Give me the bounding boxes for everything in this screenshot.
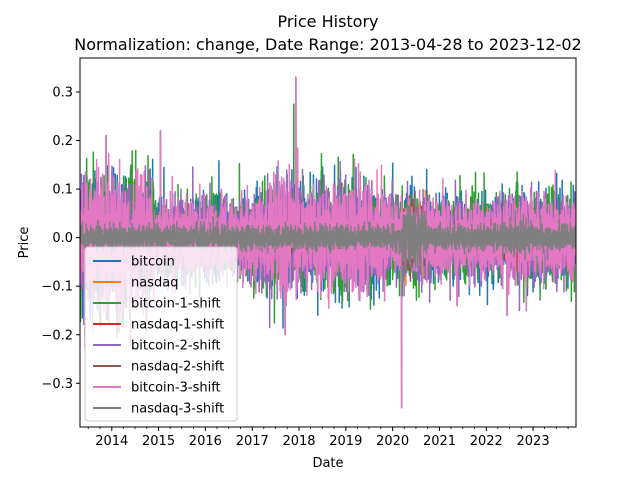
- x-tick-label: 2021: [423, 434, 456, 449]
- y-axis-label: Price: [17, 227, 32, 259]
- x-axis-label: Date: [312, 456, 343, 471]
- legend-box: [84, 246, 238, 422]
- legend-label: nasdaq-1-shift: [131, 318, 224, 333]
- y-axis: −0.3 −0.2 −0.1 0.0 0.1 0.2 0.3: [41, 85, 80, 392]
- y-tick-label: −0.2: [41, 328, 73, 343]
- legend-label: bitcoin-3-shift: [131, 381, 221, 396]
- chart-title: Price History: [277, 12, 378, 31]
- x-tick-label: 2022: [470, 434, 503, 449]
- x-tick-label: 2023: [517, 434, 550, 449]
- legend-label: nasdaq-2-shift: [131, 360, 224, 375]
- x-tick-label: 2017: [236, 434, 269, 449]
- legend-label: bitcoin-1-shift: [131, 297, 221, 312]
- legend-label: bitcoin: [131, 255, 175, 270]
- x-tick-label: 2020: [376, 434, 409, 449]
- x-tick-label: 2019: [329, 434, 362, 449]
- legend: bitcoin nasdaq bitcoin-1-shift nasdaq-1-shi…: [84, 246, 238, 422]
- y-tick-label: 0.2: [52, 134, 73, 149]
- y-tick-label: −0.1: [41, 280, 73, 295]
- x-tick-label: 2014: [95, 434, 128, 449]
- y-tick-label: 0.1: [52, 183, 73, 198]
- legend-label: nasdaq-3-shift: [131, 402, 224, 417]
- chart-subtitle: Normalization: change, Date Range: 2013-…: [74, 35, 581, 54]
- y-tick-label: 0.3: [52, 85, 73, 100]
- x-tick-label: 2016: [189, 434, 222, 449]
- series-line-nasdaq-3-shift: [80, 198, 576, 297]
- y-tick-label: 0.0: [52, 231, 73, 246]
- series-layer: [80, 76, 576, 409]
- x-axis: 2014 2015 2016 2017 2018 2019 2020 2021 2022 2023: [87, 427, 569, 449]
- y-tick-label: −0.3: [41, 377, 73, 392]
- x-tick-label: 2015: [142, 434, 175, 449]
- legend-label: nasdaq: [131, 276, 178, 291]
- plot-area-frame: [79, 57, 577, 428]
- x-tick-label: 2018: [282, 434, 315, 449]
- legend-label: bitcoin-2-shift: [131, 339, 221, 354]
